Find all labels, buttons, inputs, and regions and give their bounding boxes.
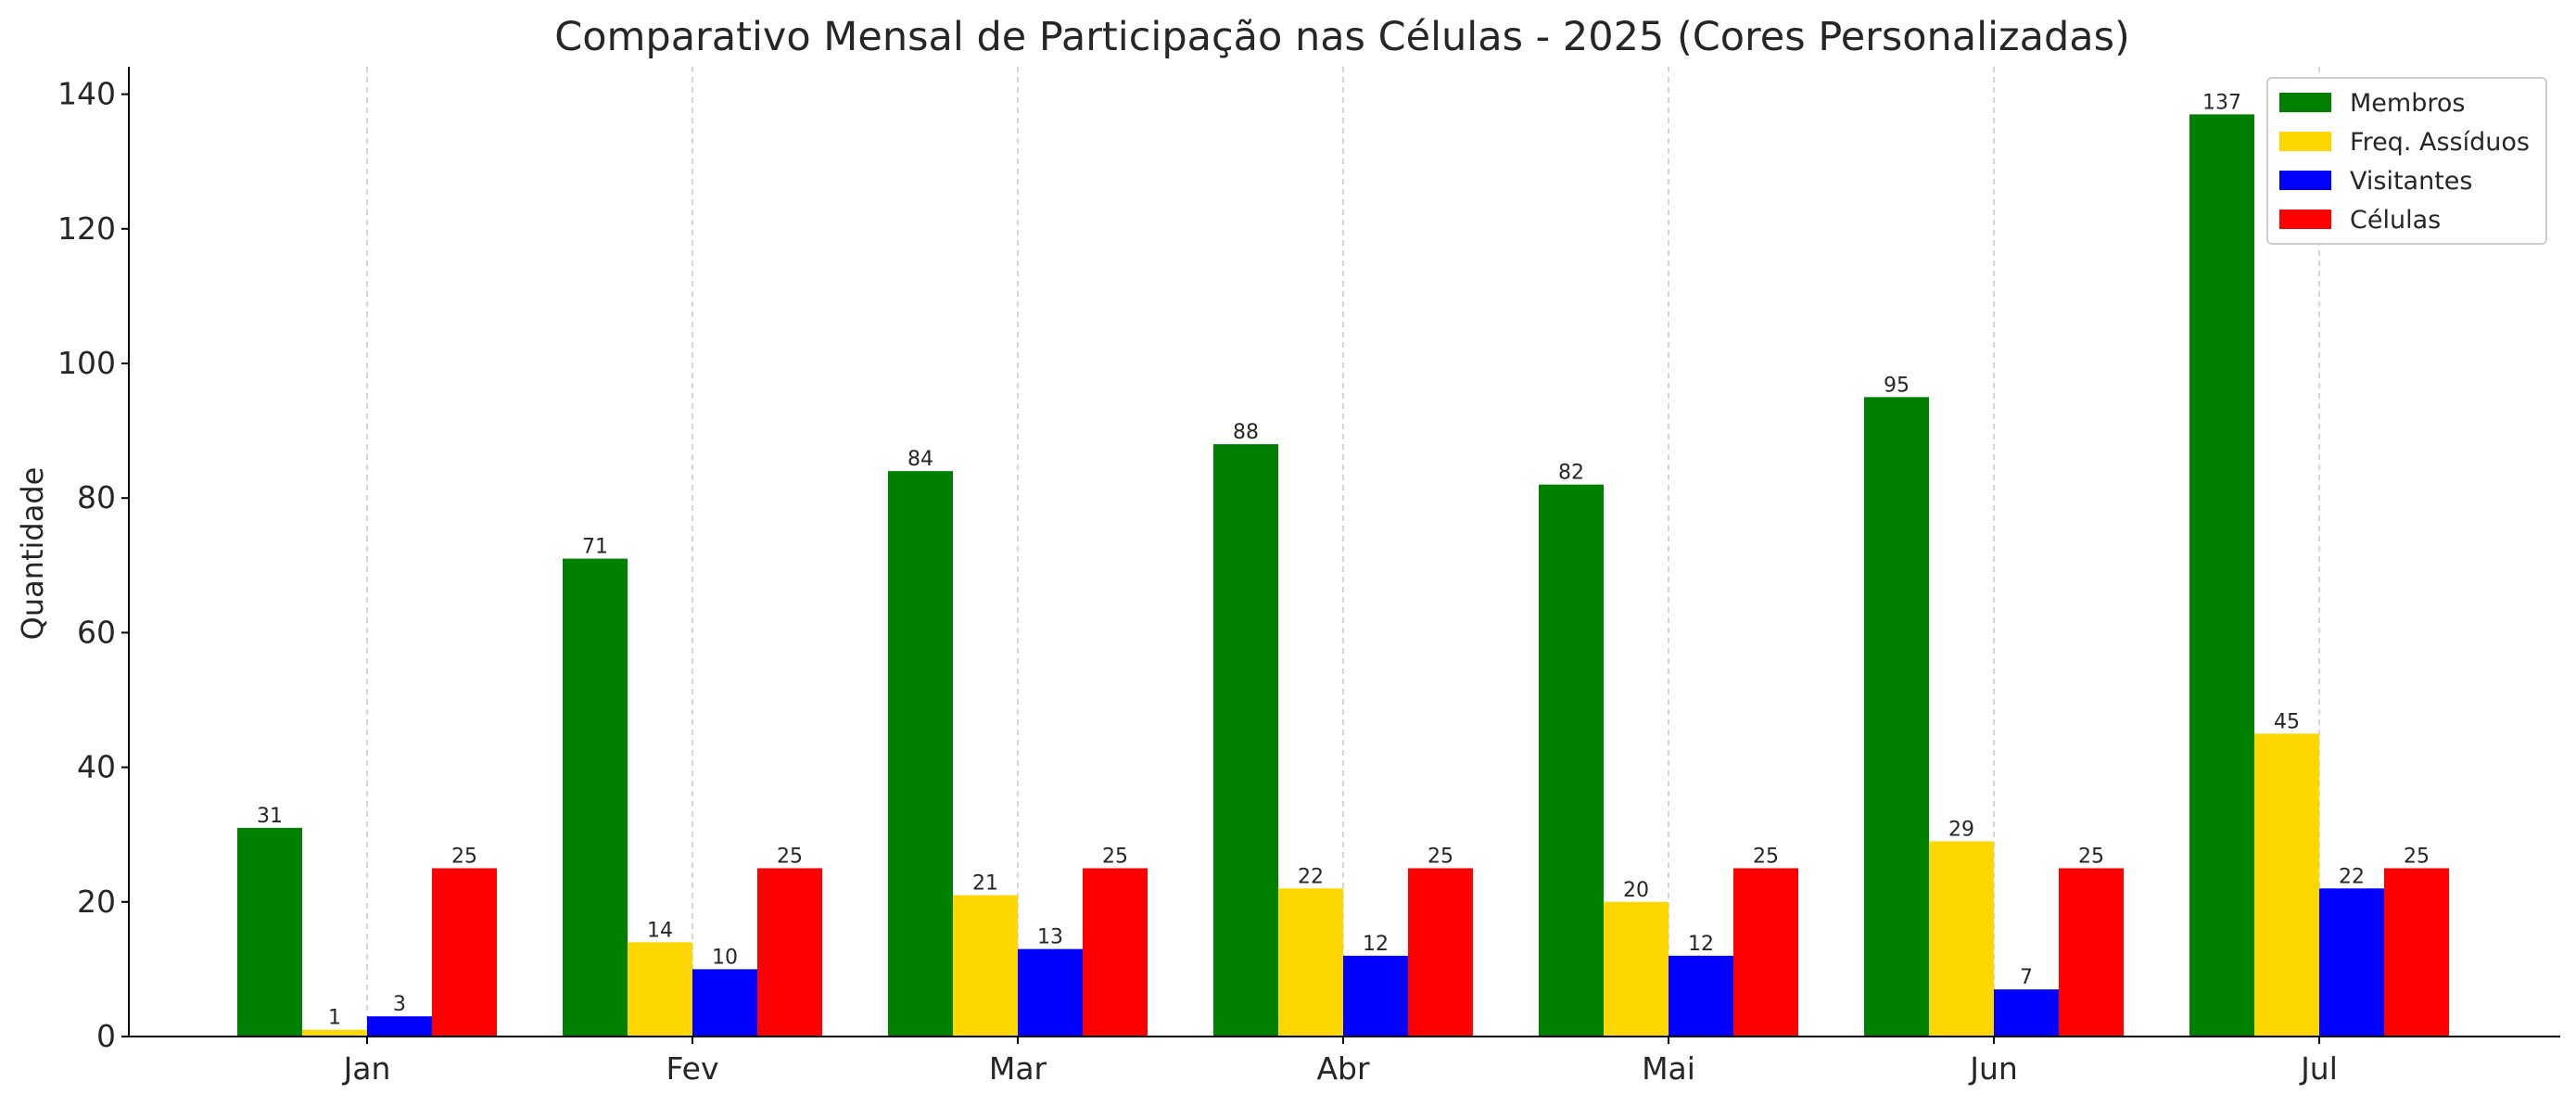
x-tick-label-mai: Mai xyxy=(1642,1050,1695,1087)
legend-swatch-membros xyxy=(2279,93,2331,112)
data-label-visitantes-jun: 7 xyxy=(2020,966,2033,989)
data-label-membros-mar: 84 xyxy=(907,448,933,471)
y-tick-label-20: 20 xyxy=(77,884,116,920)
bar-membros-mar xyxy=(888,471,953,1037)
x-tick-label-jul: Jul xyxy=(2299,1050,2338,1087)
data-label-visitantes-jan: 3 xyxy=(393,993,406,1016)
bar-freq-assiduos-jun xyxy=(1929,841,1994,1037)
bar-freq-assiduos-fev xyxy=(628,942,692,1037)
data-label-freq-assiduos-jan: 1 xyxy=(328,1007,341,1030)
data-label-freq-assiduos-mar: 21 xyxy=(972,872,998,896)
data-label-membros-jul: 137 xyxy=(2202,91,2241,114)
bar-freq-assiduos-mar xyxy=(953,895,1018,1037)
bar-membros-fev xyxy=(563,558,628,1037)
data-labels: 31 71 84 88 82 95 137 1 14 21 22 20 29 45 3 10 13 12 12 7 22… xyxy=(257,91,2430,1029)
data-label-visitantes-mai: 12 xyxy=(1688,933,1714,956)
bar-membros-jan xyxy=(237,827,302,1037)
legend-box xyxy=(2266,77,2547,245)
bar-visitantes-jul xyxy=(2319,888,2384,1037)
data-label-celulas-mar: 25 xyxy=(1102,846,1128,869)
data-label-visitantes-jul: 22 xyxy=(2339,865,2365,888)
bar-membros-abr xyxy=(1213,444,1278,1037)
y-axis-label: Quantidade xyxy=(15,467,50,641)
data-label-celulas-abr: 25 xyxy=(1428,846,1453,869)
legend-label-visitantes: Visitantes xyxy=(2350,167,2472,196)
bar-visitantes-mar xyxy=(1018,948,1083,1037)
x-tick-label-fev: Fev xyxy=(666,1050,718,1087)
legend: Membros Freq. Assíduos Visitantes Células xyxy=(2266,77,2547,245)
data-label-freq-assiduos-abr: 22 xyxy=(1298,865,1324,888)
data-label-membros-mai: 82 xyxy=(1558,462,1584,485)
data-label-celulas-fev: 25 xyxy=(777,846,803,869)
data-label-visitantes-mar: 13 xyxy=(1037,926,1063,949)
y-tick-label-140: 140 xyxy=(57,76,116,112)
y-tick-label-60: 60 xyxy=(77,614,116,650)
bar-celulas-jun xyxy=(2059,868,2124,1037)
y-tick-label-40: 40 xyxy=(77,749,116,785)
x-tick-label-abr: Abr xyxy=(1316,1050,1370,1087)
data-label-membros-jun: 95 xyxy=(1884,374,1910,397)
legend-swatch-celulas xyxy=(2279,210,2331,229)
data-label-membros-abr: 88 xyxy=(1233,421,1259,444)
legend-label-celulas: Células xyxy=(2350,206,2441,235)
data-label-freq-assiduos-jun: 29 xyxy=(1948,818,1974,841)
x-tick-label-jun: Jun xyxy=(1968,1050,2018,1087)
data-label-celulas-jan: 25 xyxy=(451,846,477,869)
bar-visitantes-mai xyxy=(1669,955,1733,1037)
bar-membros-mai xyxy=(1539,484,1604,1037)
bar-membros-jul xyxy=(2189,114,2254,1037)
bar-membros-jun xyxy=(1864,397,1929,1037)
bar-visitantes-jan xyxy=(367,1016,432,1037)
data-label-freq-assiduos-fev: 14 xyxy=(647,919,673,942)
x-tick-label-jan: Jan xyxy=(342,1050,391,1087)
bars xyxy=(237,114,2449,1037)
x-tick-label-mar: Mar xyxy=(989,1050,1047,1087)
y-tick-label-80: 80 xyxy=(77,479,116,515)
bar-celulas-abr xyxy=(1408,868,1473,1037)
bar-celulas-mai xyxy=(1733,868,1798,1037)
legend-label-freq-assiduos: Freq. Assíduos xyxy=(2350,128,2530,157)
data-label-freq-assiduos-mai: 20 xyxy=(1623,879,1649,902)
data-label-celulas-jul: 25 xyxy=(2404,846,2430,869)
bar-visitantes-fev xyxy=(692,969,757,1037)
data-label-membros-jan: 31 xyxy=(257,805,283,828)
bar-visitantes-abr xyxy=(1343,955,1408,1037)
legend-swatch-visitantes xyxy=(2279,171,2331,190)
legend-swatch-freq-assiduos xyxy=(2279,132,2331,151)
bar-celulas-mar xyxy=(1083,868,1148,1037)
data-label-visitantes-fev: 10 xyxy=(712,946,738,969)
data-label-membros-fev: 71 xyxy=(582,536,608,559)
bar-freq-assiduos-mai xyxy=(1604,901,1669,1037)
chart-title: Comparativo Mensal de Participação nas C… xyxy=(554,14,2130,60)
y-tick-label-0: 0 xyxy=(96,1018,116,1054)
data-label-freq-assiduos-jul: 45 xyxy=(2274,710,2300,733)
data-label-visitantes-abr: 12 xyxy=(1363,933,1389,956)
bar-celulas-fev xyxy=(757,868,822,1037)
legend-label-membros: Membros xyxy=(2350,89,2465,118)
bar-freq-assiduos-jan xyxy=(302,1029,367,1037)
data-label-celulas-jun: 25 xyxy=(2078,846,2104,869)
y-tick-label-100: 100 xyxy=(57,345,116,381)
bar-freq-assiduos-abr xyxy=(1278,888,1343,1037)
bar-celulas-jul xyxy=(2384,868,2449,1037)
bar-freq-assiduos-jul xyxy=(2254,733,2319,1037)
bar-celulas-jan xyxy=(432,868,497,1037)
data-label-celulas-mai: 25 xyxy=(1753,846,1779,869)
y-tick-label-120: 120 xyxy=(57,210,116,247)
bar-visitantes-jun xyxy=(1994,989,2059,1037)
